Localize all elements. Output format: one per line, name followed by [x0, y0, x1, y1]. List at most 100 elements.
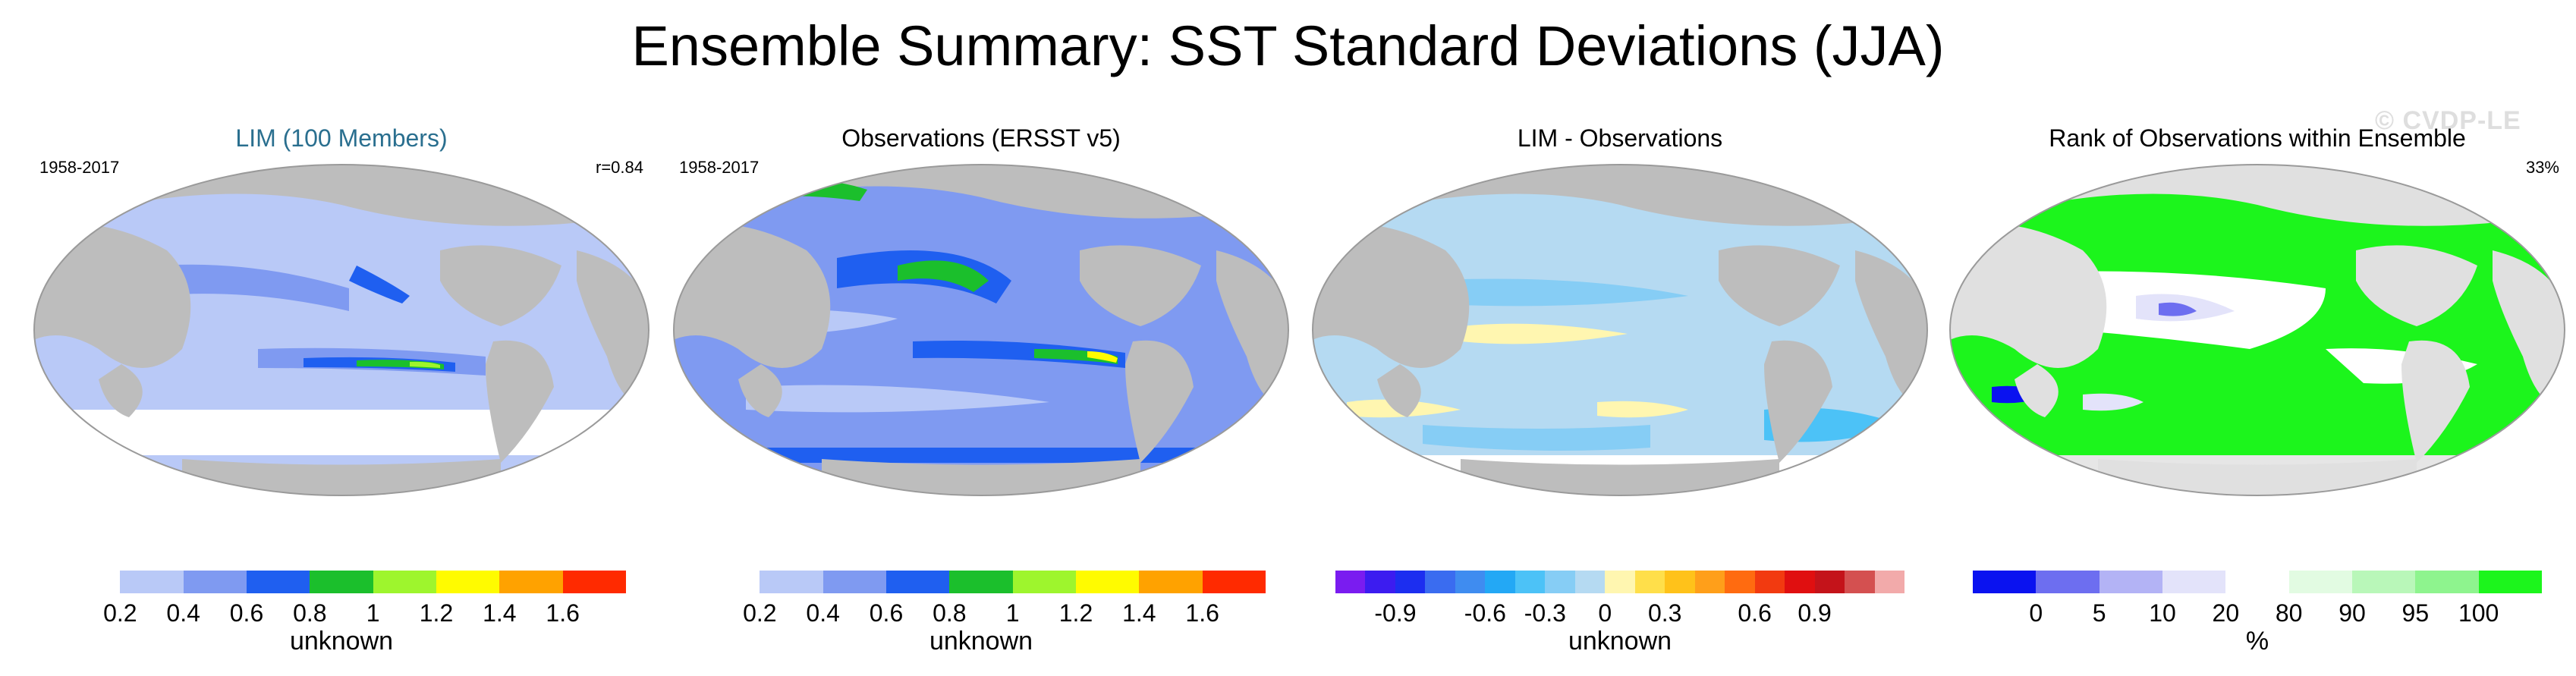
colorbar-swatch	[1395, 571, 1426, 593]
colorbar-tick-label: 0	[2029, 599, 2043, 627]
colorbar	[1973, 571, 2543, 593]
panel-title: Observations (ERSST v5)	[841, 124, 1121, 152]
observations-stddev-map	[673, 164, 1289, 496]
colorbar-unit: unknown	[929, 627, 1033, 656]
difference-map	[1312, 164, 1928, 496]
colorbar-swatch	[562, 571, 627, 593]
colorbar-swatch	[1634, 571, 1665, 593]
colorbar	[57, 571, 627, 593]
colorbar-swatch	[1605, 571, 1636, 593]
colorbar-tick-label: 5	[2092, 599, 2106, 627]
colorbar-tick-label: 0.6	[869, 599, 904, 627]
panel-difference: LIM - Observations -0.9 -0.6 -0.3 0 0.3 0.6 0.…	[1301, 114, 1939, 671]
colorbar-tick-label: 20	[2212, 599, 2240, 627]
rank-map	[1949, 164, 2565, 496]
colorbar-swatch	[2352, 571, 2416, 593]
colorbar-tick-label: 0.2	[743, 599, 777, 627]
colorbar-tick-label: 1.4	[1122, 599, 1156, 627]
colorbar-swatch	[1754, 571, 1785, 593]
colorbar-swatch	[1365, 571, 1396, 593]
colorbar-tick-label: 0.8	[293, 599, 327, 627]
colorbar-swatch	[1202, 571, 1266, 593]
colorbar-tick-label: 0.2	[103, 599, 137, 627]
colorbar-swatch	[1455, 571, 1486, 593]
colorbar-swatch	[2478, 571, 2543, 593]
colorbar-swatch	[120, 571, 184, 593]
colorbar-swatch	[373, 571, 437, 593]
colorbar-tick-label: 0	[1598, 599, 1612, 627]
colorbar-swatch	[949, 571, 1014, 593]
colorbar-tick-label: 0.4	[806, 599, 840, 627]
colorbar-ticks: 0.2 0.4 0.6 0.8 1 1.2 1.4 1.6	[57, 599, 626, 630]
colorbar-ticks: 0 5 10 20 80 90 95 100	[1973, 599, 2542, 630]
colorbar-swatch	[1012, 571, 1077, 593]
colorbar-swatch	[436, 571, 500, 593]
colorbar-swatch	[57, 571, 121, 593]
figure-title: Ensemble Summary: SST Standard Deviation…	[631, 14, 1945, 77]
colorbar-tick-label: 90	[2339, 599, 2366, 627]
panel-observations: Observations (ERSST v5) 1958-2017	[662, 114, 1300, 671]
colorbar-swatch	[1139, 571, 1203, 593]
colorbar-swatch	[1785, 571, 1816, 593]
colorbar-tick-label: 0.3	[1647, 599, 1682, 627]
period-label: 1958-2017	[679, 158, 760, 177]
colorbar-swatch	[1574, 571, 1606, 593]
colorbar-swatch	[1874, 571, 1905, 593]
colorbar-swatch	[822, 571, 887, 593]
colorbar-swatch	[2225, 571, 2290, 593]
panel-rank: Rank of Observations within Ensemble 33%…	[1939, 114, 2576, 671]
colorbar-swatch	[499, 571, 564, 593]
colorbar-swatch	[760, 571, 824, 593]
colorbar-swatch	[1973, 571, 2037, 593]
colorbar-swatch	[1485, 571, 1516, 593]
colorbar-tick-label: 0.8	[933, 599, 967, 627]
colorbar-unit: unknown	[1568, 627, 1672, 656]
colorbar-swatch	[2415, 571, 2480, 593]
colorbar-swatch	[1335, 571, 1366, 593]
colorbar-tick-label: 80	[2275, 599, 2303, 627]
colorbar-tick-label: -0.9	[1374, 599, 1417, 627]
colorbar-tick-label: 0.6	[229, 599, 264, 627]
colorbar-swatch	[2099, 571, 2163, 593]
colorbar-swatch	[2162, 571, 2226, 593]
colorbar-tick-label: 1.4	[483, 599, 517, 627]
colorbar-unit: unknown	[289, 627, 394, 656]
colorbar-swatch	[247, 571, 310, 593]
panel-title: Rank of Observations within Ensemble	[2049, 124, 2466, 152]
period-label: 1958-2017	[39, 158, 120, 177]
colorbar-ticks: 0.2 0.4 0.6 0.8 1 1.2 1.4 1.6	[697, 599, 1266, 630]
colorbar-tick-label: 100	[2458, 599, 2499, 627]
colorbar-tick-label: -0.6	[1464, 599, 1506, 627]
colorbar-swatch	[1725, 571, 1756, 593]
colorbar	[697, 571, 1266, 593]
colorbar-tick-label: 1.2	[1058, 599, 1093, 627]
lim-stddev-map	[33, 164, 650, 496]
colorbar-swatch	[2288, 571, 2353, 593]
colorbar-tick-label: 1.6	[1185, 599, 1219, 627]
colorbar-tick-label: 1.2	[419, 599, 454, 627]
percent-label: 33%	[2525, 158, 2559, 177]
panel-lim: LIM (100 Members) 1958-2017 r=0.84 0.2 0.…	[23, 114, 660, 671]
colorbar-swatch	[310, 571, 374, 593]
colorbar-swatch	[886, 571, 950, 593]
watermark: © CVDP-LE	[2375, 106, 2521, 135]
colorbar-swatch	[1076, 571, 1140, 593]
colorbar-ticks: -0.9 -0.6 -0.3 0 0.3 0.6 0.9	[1335, 599, 1904, 630]
colorbar-tick-label: -0.3	[1524, 599, 1566, 627]
colorbar-tick-label: 1.6	[546, 599, 580, 627]
colorbar-unit: %	[2245, 627, 2269, 656]
colorbar-tick-label: 0.9	[1798, 599, 1832, 627]
colorbar-swatch	[1514, 571, 1546, 593]
colorbar-tick-label: 0.4	[166, 599, 200, 627]
colorbar-swatch	[1425, 571, 1456, 593]
colorbar-swatch	[1694, 571, 1725, 593]
colorbar-swatch	[1814, 571, 1845, 593]
colorbar-tick-label: 0.6	[1738, 599, 1772, 627]
colorbar-swatch	[697, 571, 760, 593]
colorbar-swatch	[2036, 571, 2100, 593]
colorbar-swatch	[1845, 571, 1876, 593]
colorbar-swatch	[183, 571, 247, 593]
panel-title: LIM - Observations	[1517, 124, 1723, 152]
colorbar-tick-label: 95	[2401, 599, 2430, 627]
colorbar-swatch	[1545, 571, 1576, 593]
